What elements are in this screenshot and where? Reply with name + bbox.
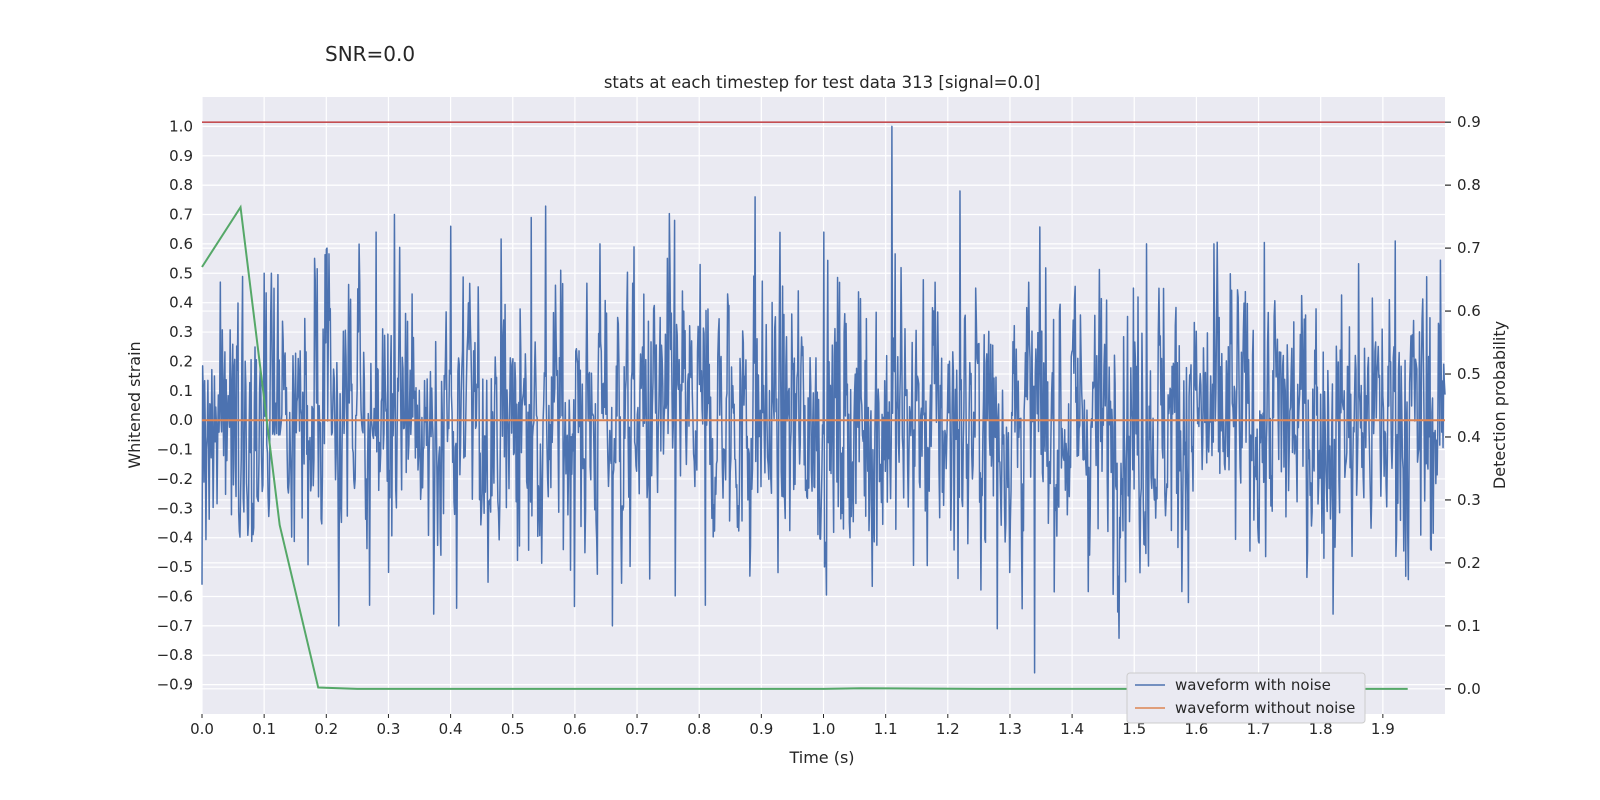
y-tick-label: −0.3 <box>157 499 193 517</box>
legend-label-clean: waveform without noise <box>1175 699 1355 717</box>
x-tick-label: 1.4 <box>1060 720 1084 738</box>
x-tick-label: 0.2 <box>314 720 338 738</box>
y-tick-label: −0.7 <box>157 617 193 635</box>
legend-frame <box>1126 672 1366 724</box>
x-tick-label: 0.0 <box>190 720 214 738</box>
y2-tick-label: 0.7 <box>1457 239 1481 257</box>
x-tick-label: 1.0 <box>812 720 836 738</box>
x-tick-label: 1.8 <box>1309 720 1333 738</box>
y-tick-label: 0.5 <box>169 264 193 282</box>
y-tick-label: −0.8 <box>157 646 193 664</box>
y2-tick-label: 0.3 <box>1457 491 1481 509</box>
y-tick-label: 0.9 <box>169 147 193 165</box>
y-tick-label: 1.0 <box>169 117 193 135</box>
chart-suptitle: SNR=0.0 <box>325 42 415 66</box>
x-tick-label: 1.3 <box>998 720 1022 738</box>
y-tick-label: −0.2 <box>157 470 193 488</box>
y-tick-label: 0.0 <box>169 411 193 429</box>
y-axis-label: Whitened strain <box>125 341 144 468</box>
x-tick-label: 0.1 <box>252 720 276 738</box>
legend: waveform with noise waveform without noi… <box>1126 672 1366 724</box>
x-tick-label: 1.7 <box>1247 720 1271 738</box>
y2-tick-label: 0.6 <box>1457 302 1481 320</box>
y2-tick-label: 0.9 <box>1457 113 1481 131</box>
y-tick-label: −0.9 <box>157 676 193 694</box>
x-tick-label: 0.3 <box>377 720 401 738</box>
y-tick-label: 0.7 <box>169 206 193 224</box>
y-tick-label: −0.4 <box>157 529 193 547</box>
y2-tick-label: 0.2 <box>1457 554 1481 572</box>
x-tick-label: 0.5 <box>501 720 525 738</box>
x-tick-label: 0.6 <box>563 720 587 738</box>
y-tick-label: 0.2 <box>169 352 193 370</box>
y-tick-label: −0.5 <box>157 558 193 576</box>
y-tick-label: 0.4 <box>169 294 193 312</box>
y-tick-label: 0.1 <box>169 382 193 400</box>
x-tick-label: 0.4 <box>439 720 463 738</box>
y-tick-label: −0.1 <box>157 441 193 459</box>
y-tick-label: 0.3 <box>169 323 193 341</box>
y-tick-label: 0.6 <box>169 235 193 253</box>
chart-title: stats at each timestep for test data 313… <box>604 73 1040 92</box>
x-tick-label: 1.5 <box>1122 720 1146 738</box>
legend-label-noise: waveform with noise <box>1175 676 1331 694</box>
x-axis-label: Time (s) <box>788 748 854 767</box>
x-tick-label: 1.9 <box>1371 720 1395 738</box>
y-tick-label: 0.8 <box>169 176 193 194</box>
y2-axis-label: Detection probability <box>1490 321 1509 489</box>
y2-tick-label: 0.0 <box>1457 680 1481 698</box>
axes: 0.0 0.1 0.2 0.3 0.4 0.5 0.6 0.7 0.8 0.9 1.0 1.1 1.2 1… <box>157 113 1481 738</box>
y2-tick-label: 0.8 <box>1457 176 1481 194</box>
series-waveform-with-noise <box>201 125 1446 674</box>
x-tick-label: 1.2 <box>936 720 960 738</box>
y2-tick-label: 0.4 <box>1457 428 1481 446</box>
x-tick-label: 0.9 <box>749 720 773 738</box>
x-tick-label: 1.6 <box>1184 720 1208 738</box>
x-tick-label: 0.8 <box>687 720 711 738</box>
y2-tick-label: 0.5 <box>1457 365 1481 383</box>
y-tick-label: −0.6 <box>157 587 193 605</box>
x-tick-label: 1.1 <box>874 720 898 738</box>
y2-tick-label: 0.1 <box>1457 617 1481 635</box>
x-tick-label: 0.7 <box>625 720 649 738</box>
